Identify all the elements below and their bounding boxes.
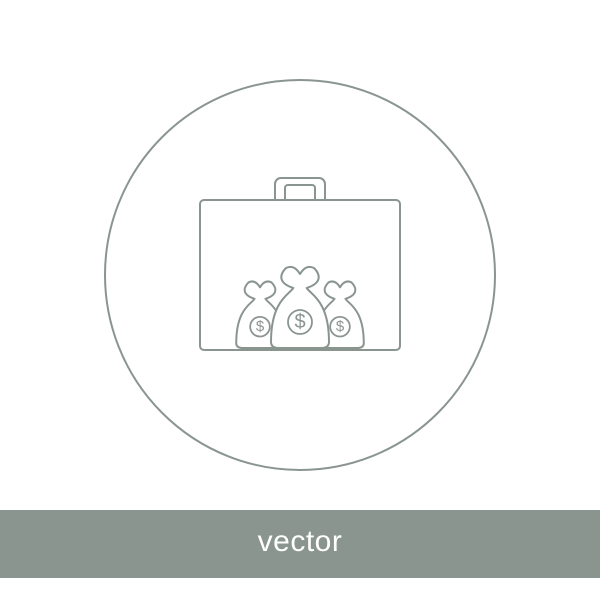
svg-text:$: $ [294, 311, 305, 333]
footer-label: vector [258, 525, 343, 559]
svg-text:$: $ [336, 318, 345, 335]
vector-icon-card: $ $ $ vector [0, 0, 600, 600]
svg-text:$: $ [256, 318, 265, 335]
